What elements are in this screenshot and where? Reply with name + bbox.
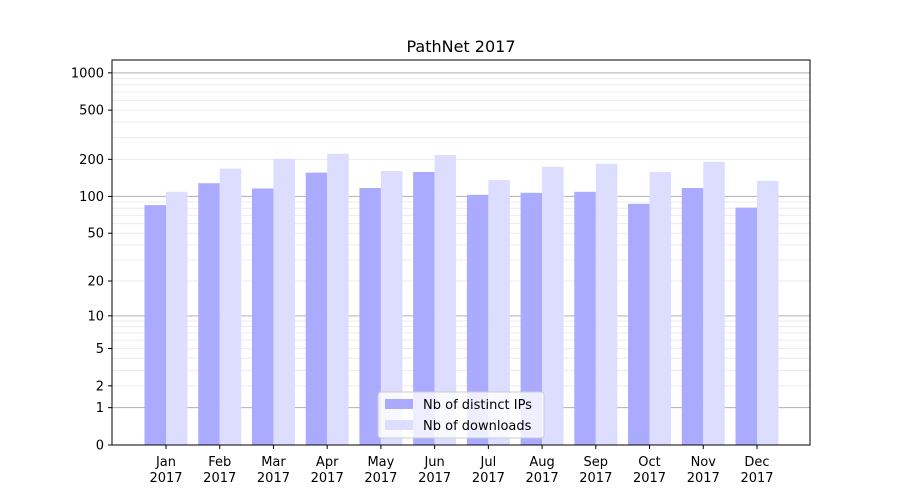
bar-downloads — [542, 166, 564, 445]
legend: Nb of distinct IPs Nb of downloads — [377, 391, 545, 439]
bar-downloads — [327, 153, 349, 445]
legend-label-downloads: Nb of downloads — [423, 419, 532, 434]
bar-distinct-ips — [466, 194, 489, 445]
bar-distinct-ips — [735, 207, 757, 445]
x-tick-label-month: Jan — [155, 455, 176, 470]
bar-distinct-ips — [574, 191, 596, 445]
bar-distinct-ips — [520, 192, 543, 445]
y-tick-label: 50 — [87, 227, 104, 242]
bar-distinct-ips — [305, 172, 328, 445]
y-tick-label: 10 — [87, 309, 104, 324]
y-tick-label: 200 — [79, 153, 104, 168]
y-tick-label: 1000 — [71, 66, 104, 81]
x-tick-label-year: 2017 — [687, 471, 720, 486]
x-tick-label-year: 2017 — [579, 471, 612, 486]
bar-distinct-ips — [198, 183, 220, 445]
bar-downloads — [380, 170, 403, 445]
bar-downloads — [595, 163, 618, 445]
y-axis: 0 1 2 5 10 20 50 100 200 500 1000 — [71, 66, 112, 454]
x-tick-label-month: Oct — [638, 455, 660, 470]
bar-downloads — [273, 158, 295, 446]
x-tick-label-year: 2017 — [364, 471, 397, 486]
bar-downloads — [649, 171, 672, 445]
x-tick-label-year: 2017 — [472, 471, 505, 486]
x-tick-label-month: Jun — [423, 455, 444, 470]
x-tick-label-month: Nov — [691, 455, 717, 470]
bars — [144, 153, 779, 446]
x-tick-label-month: Feb — [208, 455, 231, 470]
x-axis: Jan2017Feb2017Mar2017Apr2017May2017Jun20… — [149, 445, 774, 486]
plot-frame — [111, 59, 811, 446]
x-tick-label-year: 2017 — [311, 471, 344, 486]
legend-label-ips: Nb of distinct IPs — [423, 398, 532, 413]
x-tick-label-month: Aug — [529, 455, 554, 470]
x-tick-label-year: 2017 — [257, 471, 290, 486]
x-tick-label-month: Mar — [261, 455, 286, 470]
x-tick-label-year: 2017 — [740, 471, 773, 486]
bar-distinct-ips — [681, 188, 704, 445]
bar-distinct-ips — [144, 205, 166, 445]
x-tick-label-month: Jul — [480, 455, 497, 470]
legend-swatch-downloads — [385, 420, 413, 430]
bar-distinct-ips — [359, 188, 381, 445]
bar-distinct-ips — [413, 171, 435, 445]
x-tick-label-year: 2017 — [203, 471, 236, 486]
y-tick-label: 500 — [79, 104, 104, 119]
x-tick-label-year: 2017 — [526, 471, 559, 486]
x-tick-label-month: Apr — [316, 455, 339, 470]
y-tick-label: 2 — [96, 379, 104, 394]
y-tick-label: 1 — [96, 401, 104, 416]
y-tick-label: 0 — [96, 439, 104, 454]
x-tick-label-year: 2017 — [633, 471, 666, 486]
legend-swatch-ips — [385, 399, 413, 409]
x-tick-label-month: May — [367, 455, 394, 470]
y-tick-label: 100 — [79, 190, 104, 205]
chart-title: PathNet 2017 — [406, 37, 515, 56]
x-tick-label-month: Sep — [584, 455, 609, 470]
x-tick-label-year: 2017 — [418, 471, 451, 486]
y-tick-label: 20 — [87, 275, 104, 290]
bar-downloads — [434, 154, 457, 445]
x-tick-label-month: Dec — [744, 455, 769, 470]
y-tick-label: 5 — [96, 342, 104, 357]
bar-downloads — [219, 168, 242, 445]
legend-frame — [377, 391, 545, 439]
bar-distinct-ips — [251, 188, 274, 446]
bar-distinct-ips — [628, 203, 650, 445]
x-tick-label-year: 2017 — [149, 471, 182, 486]
bar-downloads — [488, 179, 510, 445]
bar-downloads — [703, 161, 725, 445]
bar-downloads — [166, 191, 188, 445]
bar-downloads — [757, 180, 779, 445]
